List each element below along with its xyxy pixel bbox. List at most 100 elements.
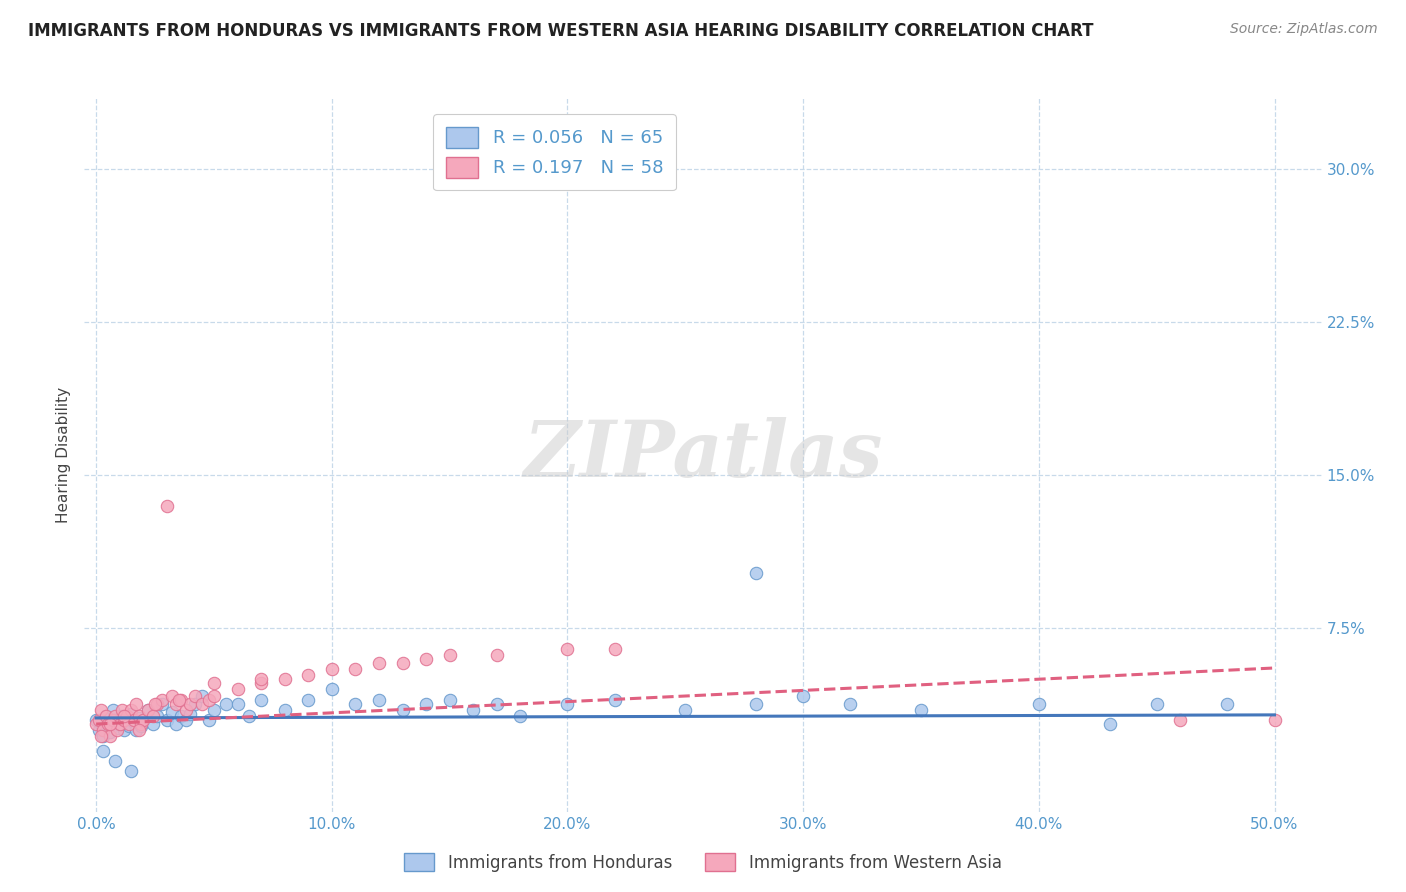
Point xyxy=(1216,697,1239,711)
Point xyxy=(202,689,225,703)
Point xyxy=(368,656,391,670)
Point xyxy=(101,713,124,727)
Point xyxy=(184,689,207,703)
Point xyxy=(344,697,367,711)
Point xyxy=(1098,717,1121,731)
Point xyxy=(121,764,143,778)
Point xyxy=(98,717,121,731)
Point xyxy=(122,714,145,729)
Point xyxy=(603,692,626,706)
Point xyxy=(174,713,197,727)
Point xyxy=(125,723,148,738)
Point xyxy=(84,713,107,727)
Point xyxy=(98,725,121,739)
Point xyxy=(167,692,190,706)
Point xyxy=(202,703,225,717)
Point xyxy=(179,706,201,721)
Point xyxy=(226,697,249,711)
Point xyxy=(1168,713,1191,727)
Point xyxy=(108,717,131,731)
Point xyxy=(136,703,159,717)
Legend: Immigrants from Honduras, Immigrants from Western Asia: Immigrants from Honduras, Immigrants fro… xyxy=(398,847,1008,879)
Point xyxy=(557,697,579,711)
Point xyxy=(84,717,107,731)
Point xyxy=(463,703,485,717)
Point xyxy=(118,717,141,731)
Point xyxy=(132,713,155,727)
Point xyxy=(129,719,152,733)
Point xyxy=(160,705,183,719)
Point xyxy=(108,717,131,731)
Point xyxy=(97,717,120,731)
Text: Source: ZipAtlas.com: Source: ZipAtlas.com xyxy=(1230,22,1378,37)
Point xyxy=(91,723,114,738)
Point xyxy=(104,754,127,768)
Point xyxy=(485,648,508,662)
Point xyxy=(509,709,531,723)
Point xyxy=(191,697,214,711)
Point xyxy=(98,729,121,743)
Point xyxy=(1263,713,1285,727)
Point xyxy=(439,692,461,706)
Text: ZIPatlas: ZIPatlas xyxy=(523,417,883,493)
Point xyxy=(344,662,367,676)
Point xyxy=(94,709,117,723)
Point xyxy=(129,717,152,731)
Point xyxy=(273,703,295,717)
Point xyxy=(104,709,127,723)
Point xyxy=(165,697,187,711)
Point xyxy=(132,713,155,727)
Point xyxy=(170,692,193,706)
Point xyxy=(415,652,437,666)
Point xyxy=(603,641,626,656)
Point xyxy=(1146,697,1168,711)
Point xyxy=(198,692,221,706)
Point xyxy=(90,729,112,743)
Point xyxy=(142,717,165,731)
Point xyxy=(238,709,260,723)
Point xyxy=(128,723,150,738)
Point xyxy=(198,713,221,727)
Point xyxy=(215,697,238,711)
Point xyxy=(97,717,120,731)
Point xyxy=(156,499,179,513)
Point xyxy=(191,689,214,703)
Point xyxy=(142,709,165,723)
Point xyxy=(125,697,148,711)
Point xyxy=(368,692,391,706)
Point xyxy=(250,692,273,706)
Point xyxy=(112,713,135,727)
Point xyxy=(91,743,114,757)
Point xyxy=(146,709,169,723)
Point xyxy=(321,682,343,697)
Point xyxy=(94,709,117,723)
Point xyxy=(250,676,273,690)
Point xyxy=(1028,697,1050,711)
Point xyxy=(673,703,696,717)
Point xyxy=(297,692,319,706)
Point xyxy=(150,692,173,706)
Point xyxy=(391,656,413,670)
Point xyxy=(321,662,343,676)
Point xyxy=(415,697,437,711)
Point xyxy=(156,713,179,727)
Point xyxy=(202,676,225,690)
Point xyxy=(128,709,150,723)
Point xyxy=(745,566,768,581)
Point xyxy=(128,711,150,725)
Point xyxy=(910,703,932,717)
Point xyxy=(792,689,814,703)
Point xyxy=(122,713,145,727)
Point xyxy=(150,697,173,711)
Point xyxy=(121,703,143,717)
Point xyxy=(439,648,461,662)
Point xyxy=(105,721,128,735)
Point xyxy=(179,697,201,711)
Point xyxy=(391,703,413,717)
Point xyxy=(170,709,193,723)
Text: IMMIGRANTS FROM HONDURAS VS IMMIGRANTS FROM WESTERN ASIA HEARING DISABILITY CORR: IMMIGRANTS FROM HONDURAS VS IMMIGRANTS F… xyxy=(28,22,1094,40)
Point xyxy=(112,709,135,723)
Point xyxy=(250,672,273,686)
Point xyxy=(111,703,134,717)
Point xyxy=(136,703,159,717)
